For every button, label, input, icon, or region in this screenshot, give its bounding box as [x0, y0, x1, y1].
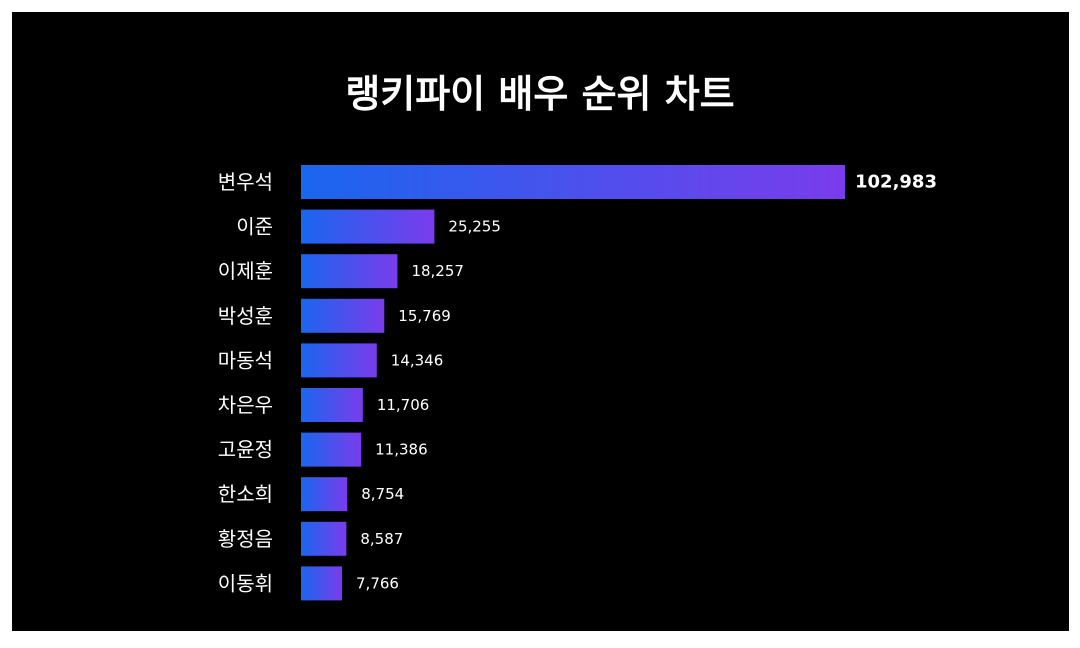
bar	[301, 432, 362, 467]
bar	[301, 388, 363, 422]
category-label: 고윤정	[218, 438, 273, 462]
category-label: 차은우	[218, 393, 273, 417]
bar	[301, 298, 385, 333]
category-label: 이동휘	[218, 571, 273, 595]
value-label: 15,769	[398, 307, 451, 325]
value-label: 14,346	[391, 351, 444, 369]
category-label: 이제훈	[218, 259, 273, 283]
category-label: 마동석	[218, 348, 273, 372]
value-label: 11,386	[375, 441, 428, 459]
bar	[301, 477, 348, 512]
value-label: 18,257	[411, 262, 464, 280]
value-label: 25,255	[448, 218, 501, 236]
bar	[301, 566, 343, 601]
chart-title: 랭키파이 배우 순위 차트	[345, 72, 734, 116]
value-label: 7,766	[356, 574, 399, 592]
bar	[301, 254, 398, 289]
bar-chart: 랭키파이 배우 순위 차트 변우석 102,983 이준 25,255 이제훈 18,25…	[218, 72, 937, 601]
category-label: 변우석	[218, 170, 273, 194]
category-label: 박성훈	[218, 304, 273, 328]
bars-layer: 변우석 102,983 이준 25,255 이제훈 18,257 박성훈 15,769 마동석 1…	[218, 165, 937, 601]
chart-panel: 랭키파이 배우 순위 차트 변우석 102,983 이준 25,255 이제훈 18,25…	[12, 12, 1069, 631]
bar	[301, 209, 435, 244]
value-label: 102,983	[855, 172, 937, 193]
value-label: 8,587	[360, 530, 403, 548]
value-label: 11,706	[377, 396, 430, 414]
bar	[301, 165, 845, 199]
bar	[301, 521, 347, 556]
category-label: 한소희	[218, 482, 273, 506]
category-label: 황정음	[218, 527, 273, 551]
value-label: 8,754	[361, 485, 404, 503]
category-label: 이준	[236, 215, 273, 239]
bar	[301, 343, 377, 378]
